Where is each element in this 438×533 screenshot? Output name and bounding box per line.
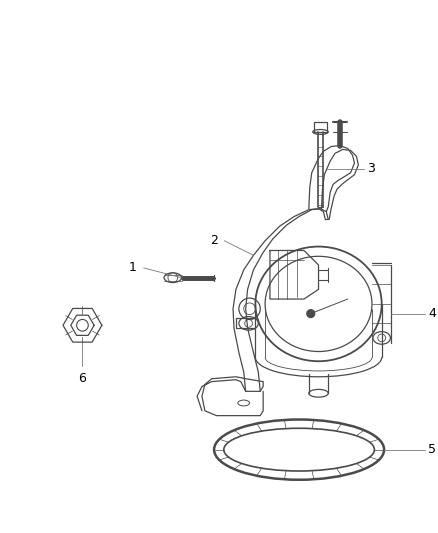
Circle shape xyxy=(307,310,314,318)
Text: 2: 2 xyxy=(211,235,219,247)
Text: 6: 6 xyxy=(78,372,86,385)
Text: 4: 4 xyxy=(428,307,436,320)
Text: 3: 3 xyxy=(367,163,375,175)
Text: 5: 5 xyxy=(428,443,436,456)
Text: 1: 1 xyxy=(129,262,137,274)
Bar xyxy=(314,122,327,132)
